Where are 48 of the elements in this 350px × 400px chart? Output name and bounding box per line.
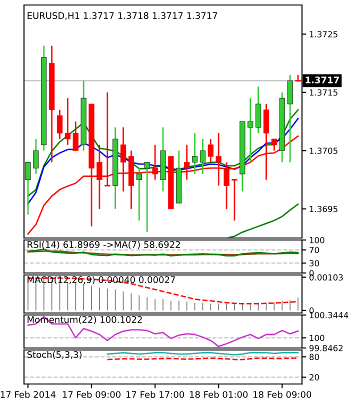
y-tick-label: 30 xyxy=(310,260,319,266)
candlestick xyxy=(56,109,63,140)
x-tick-label: 17 Feb 17:00 xyxy=(126,390,184,398)
line-series xyxy=(27,109,299,197)
candlestick xyxy=(96,144,102,210)
candlestick xyxy=(184,144,190,180)
candlestick xyxy=(25,162,31,216)
y-tick-label: 100 xyxy=(310,236,324,244)
candlestick xyxy=(136,167,142,222)
candlestick xyxy=(248,98,254,163)
ref-line-label: 1.3717 xyxy=(306,76,339,84)
x-tick-label: 17 Feb 09:00 xyxy=(62,390,121,398)
y-tick-label: 1.3695 xyxy=(310,206,338,212)
candlestick xyxy=(33,138,39,175)
x-tick-label: 18 Feb 09:00 xyxy=(254,390,312,398)
y-tick-label: 0 xyxy=(309,307,314,314)
candlestick xyxy=(72,120,78,152)
y-tick-label: 1.3725 xyxy=(310,31,338,38)
y-tick-label: 99.8462 xyxy=(309,344,343,352)
y-tick-label: 0 xyxy=(309,270,314,276)
y-tick-label: 20 xyxy=(310,374,319,380)
candlestick xyxy=(255,86,262,134)
y-tick-label: 0.00103 xyxy=(309,274,343,281)
line-series xyxy=(27,118,299,204)
chart-title: RSI(14) 61.8969 ->MA(7) 58.6922 xyxy=(28,241,180,250)
line-series xyxy=(226,204,299,238)
line-series xyxy=(27,316,299,348)
candlestick xyxy=(144,162,150,233)
candlestick xyxy=(208,138,214,163)
y-tick-label: 80 xyxy=(310,354,319,360)
candlestick xyxy=(192,132,198,175)
candlestick xyxy=(64,98,71,146)
x-tick-label: 17 Feb 2014 xyxy=(0,390,56,398)
y-tick-label: 1.3715 xyxy=(310,89,338,96)
candlestick xyxy=(224,162,230,210)
candlestick xyxy=(287,74,293,163)
chart-title: Stoch(5,3,3) xyxy=(27,351,82,360)
candlestick xyxy=(232,179,238,222)
candlestick xyxy=(271,138,278,152)
x-tick-label: 18 Feb 01:00 xyxy=(190,390,248,398)
y-tick-label: 100.3444 xyxy=(310,312,348,318)
y-tick-label: 70 xyxy=(310,246,319,254)
line-series xyxy=(27,248,299,257)
text: EURUSD,H1 1.3717 1.3718 1.3717 1.3717 xyxy=(28,12,218,20)
y-tick-label: 1.3705 xyxy=(310,148,338,154)
y-tick-label: 100 xyxy=(310,334,324,342)
candlestick xyxy=(200,138,206,175)
candlestick xyxy=(152,144,158,180)
